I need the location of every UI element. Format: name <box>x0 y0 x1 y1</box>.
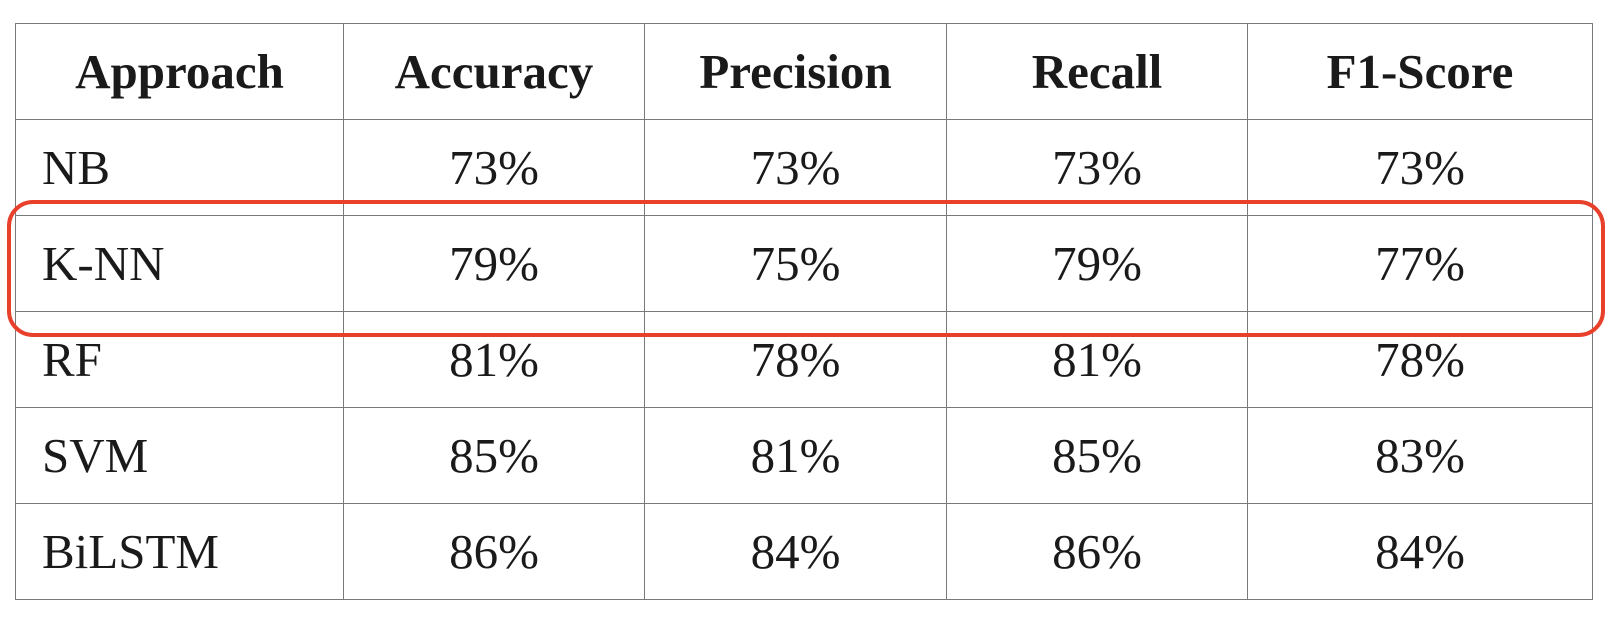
cell-approach: SVM <box>15 407 344 504</box>
cell-precision: 81% <box>644 407 947 504</box>
cell-f1-score: 73% <box>1247 119 1593 216</box>
cell-accuracy: 79% <box>343 215 645 312</box>
cell-approach: K-NN <box>15 215 344 312</box>
table-row: BiLSTM 86% 84% 86% 84% <box>15 503 1593 600</box>
cell-f1-score: 83% <box>1247 407 1593 504</box>
cell-precision: 78% <box>644 311 947 408</box>
cell-precision: 84% <box>644 503 947 600</box>
cell-approach: NB <box>15 119 344 216</box>
cell-recall: 85% <box>946 407 1248 504</box>
cell-accuracy: 85% <box>343 407 645 504</box>
cell-approach: RF <box>15 311 344 408</box>
results-table: Approach Accuracy Precision Recall F1-Sc… <box>15 23 1593 600</box>
cell-f1-score: 77% <box>1247 215 1593 312</box>
cell-precision: 75% <box>644 215 947 312</box>
table-row: NB 73% 73% 73% 73% <box>15 119 1593 216</box>
cell-recall: 81% <box>946 311 1248 408</box>
table-body: NB 73% 73% 73% 73% K-NN 79% 75% 79% 77% … <box>15 119 1593 600</box>
header-accuracy: Accuracy <box>343 23 645 120</box>
header-f1-score: F1-Score <box>1247 23 1593 120</box>
header-precision: Precision <box>644 23 947 120</box>
table-row: SVM 85% 81% 85% 83% <box>15 407 1593 504</box>
table-header: Approach Accuracy Precision Recall F1-Sc… <box>15 23 1593 120</box>
header-recall: Recall <box>946 23 1248 120</box>
cell-recall: 79% <box>946 215 1248 312</box>
cell-f1-score: 78% <box>1247 311 1593 408</box>
cell-accuracy: 86% <box>343 503 645 600</box>
cell-f1-score: 84% <box>1247 503 1593 600</box>
cell-precision: 73% <box>644 119 947 216</box>
cell-accuracy: 73% <box>343 119 645 216</box>
table-row-highlighted: K-NN 79% 75% 79% 77% <box>15 215 1593 312</box>
cell-accuracy: 81% <box>343 311 645 408</box>
cell-recall: 73% <box>946 119 1248 216</box>
cell-approach: BiLSTM <box>15 503 344 600</box>
table-row: RF 81% 78% 81% 78% <box>15 311 1593 408</box>
header-row: Approach Accuracy Precision Recall F1-Sc… <box>15 23 1593 120</box>
cell-recall: 86% <box>946 503 1248 600</box>
header-approach: Approach <box>15 23 344 120</box>
